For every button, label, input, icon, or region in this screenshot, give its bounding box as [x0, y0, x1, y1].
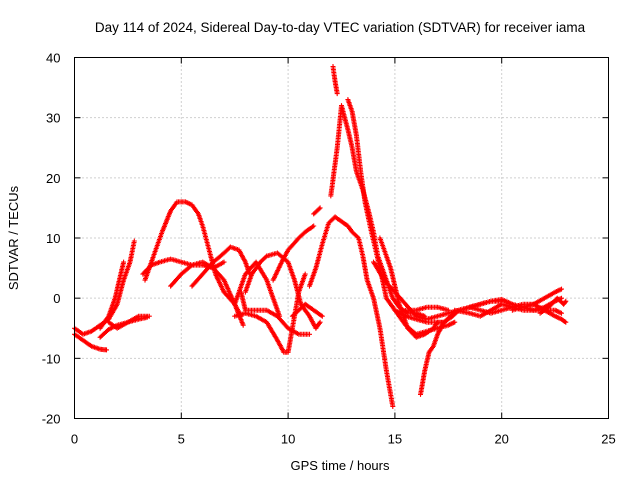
plus-marker-trace	[289, 301, 325, 319]
plot-frame	[74, 57, 609, 419]
series-track-9	[189, 244, 253, 289]
grid	[74, 57, 609, 419]
plus-marker-trace	[328, 103, 428, 319]
y-tick-label: 30	[46, 111, 60, 126]
chart-title: Day 114 of 2024, Sidereal Day-to-day VTE…	[95, 20, 586, 35]
series-track-25	[403, 304, 451, 313]
plus-marker-trace	[307, 214, 396, 409]
y-tick-label: -10	[42, 351, 61, 366]
x-tick-label: 0	[71, 432, 78, 447]
y-tick-label: 0	[53, 291, 60, 306]
x-tick-label: 15	[388, 432, 402, 447]
series-track-14	[270, 223, 317, 283]
series-track-31	[537, 295, 569, 316]
x-tick-label: 10	[281, 432, 295, 447]
series-track-19	[330, 64, 340, 97]
y-tick-label: 10	[46, 231, 60, 246]
series-track-16	[307, 214, 396, 409]
plus-marker-trace	[537, 295, 569, 316]
y-tick-label: 40	[46, 51, 60, 66]
plus-marker-trace	[330, 64, 340, 97]
series-track-18	[328, 103, 428, 319]
series-track-12	[232, 259, 283, 319]
x-tick-label: 25	[601, 432, 615, 447]
plus-marker-trace	[106, 313, 152, 331]
data-points	[72, 64, 569, 409]
y-axis-label: SDTVAR / TECUs	[6, 185, 21, 290]
plus-marker-trace	[232, 259, 283, 319]
plus-marker-trace	[189, 244, 253, 289]
y-tick-label: 20	[46, 171, 60, 186]
x-axis-label: GPS time / hours	[291, 458, 390, 473]
series-track-15	[289, 301, 325, 319]
series-track-4	[97, 259, 127, 331]
series-track-17	[311, 205, 323, 217]
x-tick-label: 5	[178, 432, 185, 447]
y-tick-label: -20	[42, 412, 61, 427]
plus-marker-trace	[311, 205, 323, 217]
plus-marker-trace	[97, 259, 127, 331]
x-tick-label: 20	[494, 432, 508, 447]
plus-marker-trace	[142, 199, 244, 319]
plus-marker-trace	[270, 223, 317, 283]
series-track-5	[106, 313, 152, 331]
series-track-7	[142, 199, 244, 319]
axis-ticks: 0 5 10 15 20 25 -20 -10 0 10 20 30 40	[42, 51, 616, 447]
plus-marker-trace	[403, 304, 451, 313]
